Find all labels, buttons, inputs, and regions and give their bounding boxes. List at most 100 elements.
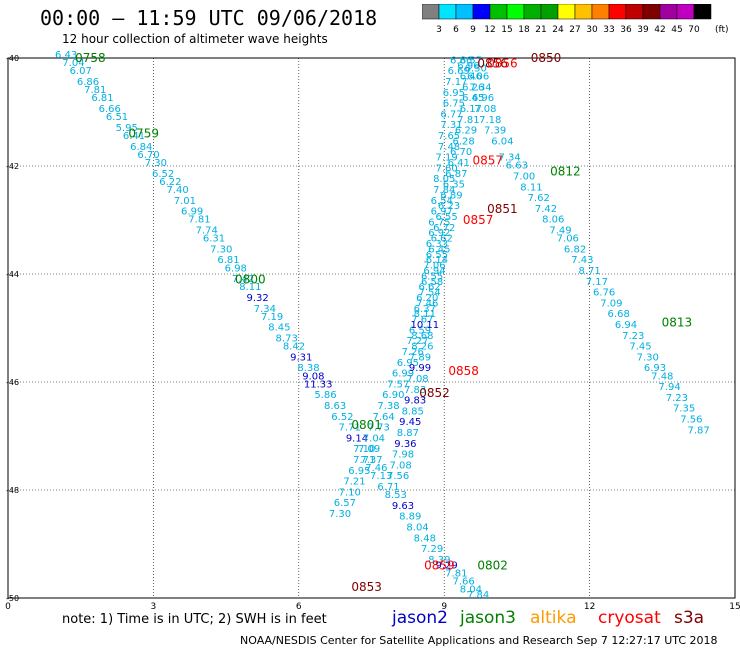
footer-note: note: 1) Time is in UTC; 2) SWH is in fe… bbox=[62, 612, 327, 627]
y-tick-label: -44 bbox=[6, 270, 19, 279]
wave-height-value: 7.34 bbox=[498, 153, 520, 164]
legend-tick-label: 3 bbox=[436, 25, 442, 35]
wave-height-value: 8.05 bbox=[433, 174, 455, 185]
satellite-label-altika: altika bbox=[530, 608, 577, 628]
wave-height-value: 8.04 bbox=[460, 585, 482, 596]
pass-time-label: 0851 bbox=[487, 202, 518, 216]
wave-height-value: 7.74 bbox=[196, 226, 218, 237]
wave-height-value: 8.42 bbox=[283, 342, 305, 353]
wave-height-value: 7.18 bbox=[479, 115, 501, 126]
wave-height-value: 7.19 bbox=[435, 153, 457, 164]
wave-height-value: 7.73 bbox=[368, 423, 390, 434]
wave-height-value: 6.55 bbox=[426, 250, 448, 261]
wave-height-value: 7.46 bbox=[416, 298, 438, 309]
wave-height-value: 8.63 bbox=[324, 401, 346, 412]
wave-height-value: 6.06 bbox=[467, 72, 489, 83]
wave-height-value: 8.53 bbox=[385, 490, 407, 501]
wave-height-value: 7.31 bbox=[440, 120, 462, 131]
wave-height-value: 7.98 bbox=[392, 450, 414, 461]
wave-height-value: 9.32 bbox=[246, 293, 268, 304]
wave-height-value: 7.17 bbox=[445, 77, 467, 88]
wave-height-value: 6.58 bbox=[421, 277, 443, 288]
wave-height-value: 8.73 bbox=[276, 334, 298, 345]
wave-height-value: 7.67 bbox=[411, 315, 433, 326]
pass-time-label: 0857 bbox=[473, 154, 504, 168]
wave-height-value: 8.87 bbox=[397, 428, 419, 439]
wave-height-value: 6.96 bbox=[472, 93, 494, 104]
wave-height-value: 6.66 bbox=[99, 104, 121, 115]
wave-height-value: 7.10 bbox=[353, 444, 375, 455]
legend-unit: (ft) bbox=[715, 25, 729, 35]
wave-height-value: 6.22 bbox=[159, 177, 181, 188]
legend-tick-label: 70 bbox=[688, 25, 700, 35]
x-tick-label: 9 bbox=[441, 602, 447, 610]
wave-height-value: 7.49 bbox=[549, 226, 571, 237]
wave-height-value: 6.17 bbox=[460, 104, 482, 115]
wave-height-value: 6.59 bbox=[409, 325, 431, 336]
x-tick-label: 3 bbox=[151, 602, 157, 610]
wave-height-value: 6.57 bbox=[334, 498, 356, 509]
legend-tick-label: 27 bbox=[569, 25, 580, 35]
wave-height-value: 7.43 bbox=[571, 255, 593, 266]
wave-height-value: 6.98 bbox=[225, 263, 247, 274]
wave-height-value: 9.29 bbox=[435, 560, 457, 571]
pass-time-label: 0857 bbox=[463, 213, 494, 227]
wave-height-value: 7.56 bbox=[680, 415, 702, 426]
wave-height-value: 7.30 bbox=[145, 158, 167, 169]
wave-height-value: 7.08 bbox=[474, 104, 496, 115]
wave-height-value: 7.08 bbox=[406, 374, 428, 385]
legend-tick-label: 39 bbox=[637, 25, 649, 35]
wave-height-value: 9.83 bbox=[404, 396, 426, 407]
wave-height-value: 7.30 bbox=[210, 244, 232, 255]
wave-height-value: 6.75 bbox=[428, 217, 450, 228]
pass-time-label: 0802 bbox=[477, 559, 508, 573]
wave-height-value: 6.76 bbox=[593, 288, 615, 299]
pass-time-label: 0853 bbox=[351, 580, 382, 594]
wave-height-value: 8.48 bbox=[414, 533, 436, 544]
wave-height-value: 6.33 bbox=[426, 239, 448, 250]
wave-height-value: 9.45 bbox=[399, 417, 421, 428]
wave-height-value: 7.06 bbox=[557, 234, 579, 245]
wave-height-value: 6.45 bbox=[462, 93, 484, 104]
wave-height-value: 8.06 bbox=[542, 215, 564, 226]
wave-height-value: 6.52 bbox=[152, 169, 174, 180]
wave-height-value: 6.55 bbox=[435, 212, 457, 223]
wave-height-value: 7.87 bbox=[688, 425, 710, 436]
pass-time-label: 0812 bbox=[550, 164, 581, 178]
y-tick-label: -42 bbox=[6, 162, 19, 171]
wave-height-value: 8.26 bbox=[411, 342, 433, 353]
pass-time-label: 0856 bbox=[477, 56, 508, 70]
wave-height-value: 6.94 bbox=[423, 266, 445, 277]
wave-height-value: 7.21 bbox=[343, 477, 365, 488]
wave-height-value: 7.40 bbox=[167, 185, 189, 196]
wave-height-value: 8.85 bbox=[402, 406, 424, 417]
wave-height-value: 8.11 bbox=[239, 282, 261, 293]
wave-height-value: 6.04 bbox=[491, 136, 513, 147]
wave-height-value: 6.86 bbox=[77, 77, 99, 88]
legend-tick-label: 15 bbox=[501, 25, 512, 35]
pass-time-label: 0856 bbox=[487, 56, 518, 70]
wave-height-value: 6.97 bbox=[431, 207, 453, 218]
wave-height-value: 9.63 bbox=[392, 501, 414, 512]
wave-height-value: 6.20 bbox=[416, 293, 438, 304]
wave-height-value: 7.65 bbox=[438, 131, 460, 142]
wave-height-value: 7.10 bbox=[339, 487, 361, 498]
wave-height-value: 6.07 bbox=[70, 66, 92, 77]
wave-height-value: 6.81 bbox=[217, 255, 239, 266]
wave-height-value: 6.81 bbox=[91, 93, 113, 104]
wave-height-value: 7.48 bbox=[438, 142, 460, 153]
wave-height-value: 8.89 bbox=[399, 512, 421, 523]
wave-height-value: 6.95 bbox=[348, 466, 370, 477]
wave-height-value: 7.01 bbox=[174, 196, 196, 207]
legend-tick-label: 42 bbox=[654, 25, 665, 35]
wave-height-color-legend: 3 6 9 12 15 18 21 24 27 30 33 36 39 42 45 70 (ft) bbox=[422, 4, 729, 35]
wave-height-value: 8.68 bbox=[411, 331, 433, 342]
wave-height-value: 10.11 bbox=[410, 320, 439, 331]
wave-height-value: 7.13 bbox=[370, 471, 392, 482]
wave-height-value: 6.99 bbox=[181, 207, 203, 218]
legend-tick-label: 21 bbox=[535, 25, 546, 35]
wave-height-value: 6.28 bbox=[452, 136, 474, 147]
legend-tick-label: 6 bbox=[453, 25, 459, 35]
wave-height-value: 11.33 bbox=[304, 379, 333, 390]
wave-height-value: 7.30 bbox=[637, 352, 659, 363]
